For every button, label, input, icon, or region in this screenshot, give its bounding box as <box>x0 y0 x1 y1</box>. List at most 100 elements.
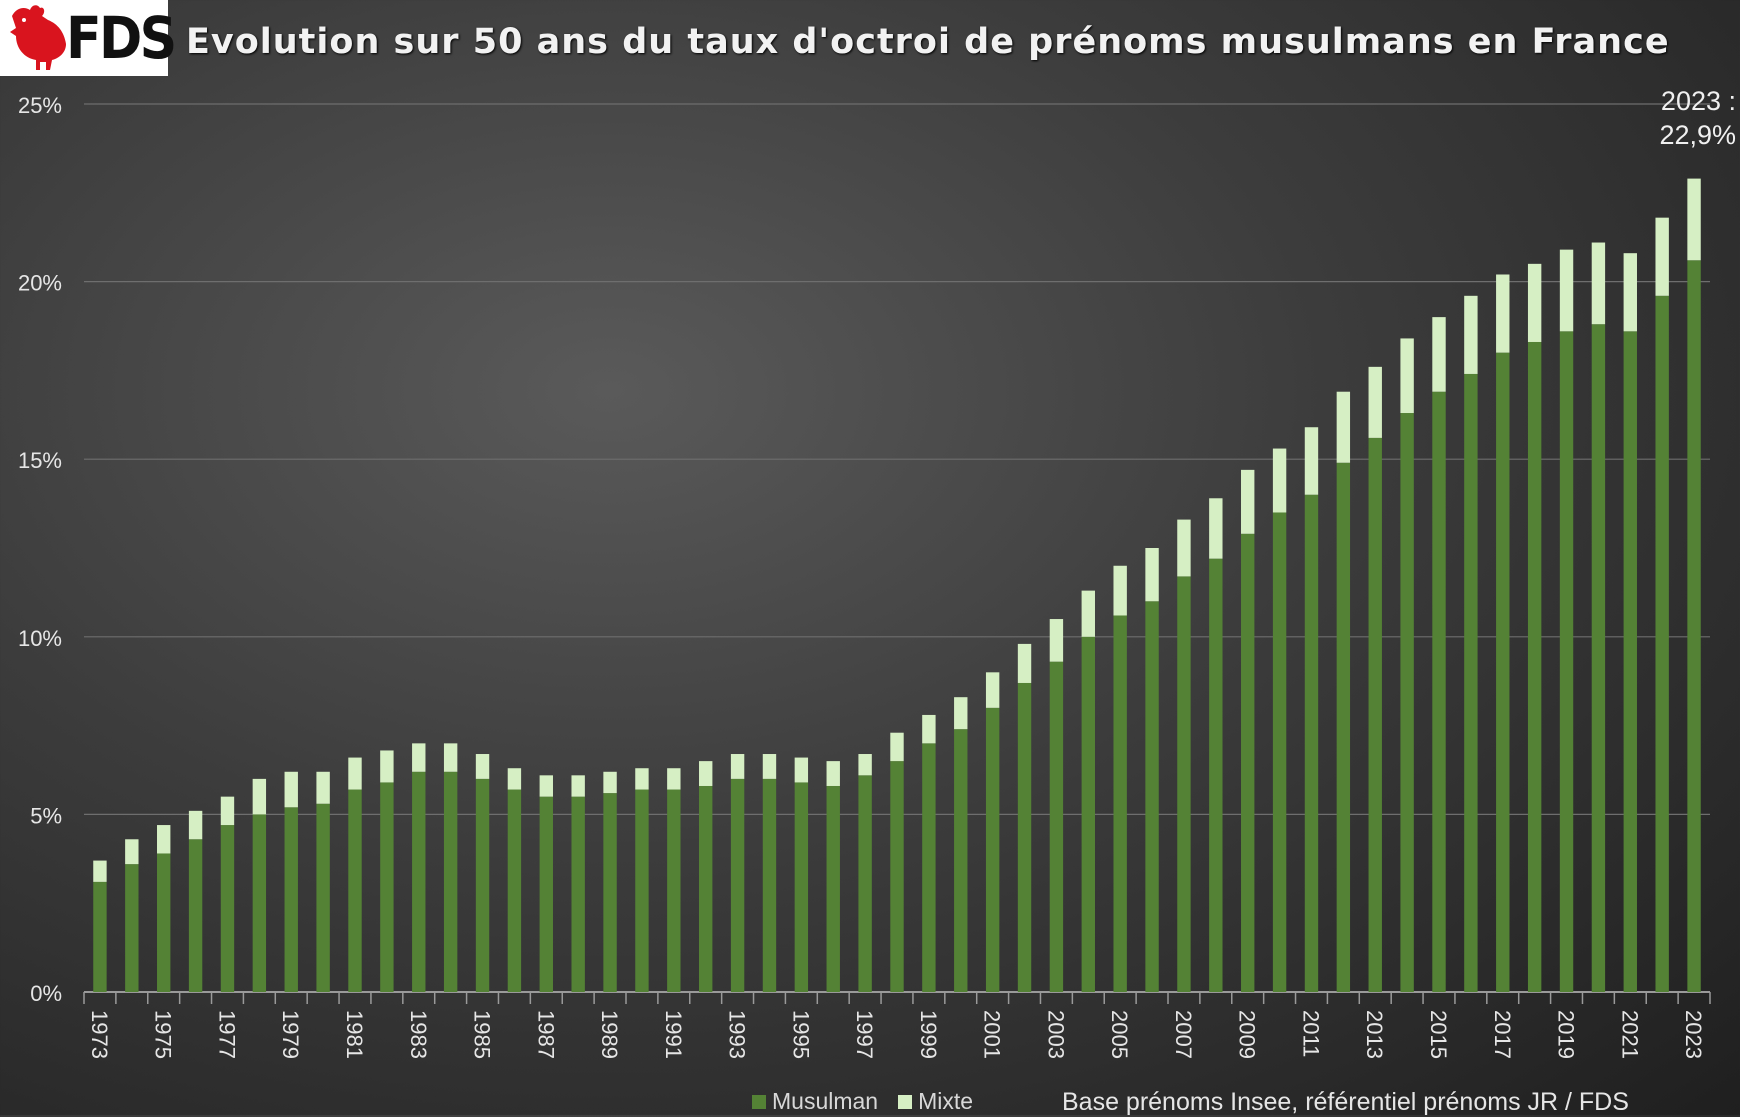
x-tick-label: 2009 <box>1235 1010 1260 1059</box>
annotation-line2: 22,9% <box>1659 120 1736 150</box>
x-tick-label: 1989 <box>597 1010 622 1059</box>
bar-mixte <box>1464 295 1478 374</box>
bar-musulman <box>252 814 267 992</box>
bar-mixte <box>157 825 171 854</box>
legend-label-musulman: Musulman <box>772 1088 879 1114</box>
bar-musulman <box>1432 391 1446 992</box>
bar-mixte <box>1241 469 1255 534</box>
rooster-icon <box>10 5 66 70</box>
bar-musulman <box>667 789 681 992</box>
chart-title: Evolution sur 50 ans du taux d'octroi de… <box>186 22 1670 62</box>
bar-mixte <box>1177 519 1191 577</box>
bar-mixte <box>252 778 267 815</box>
x-tick-label: 1993 <box>725 1010 750 1059</box>
logo-text: FDS <box>66 4 177 72</box>
bar-mixte <box>125 839 139 865</box>
bar-mixte <box>922 714 936 744</box>
bar-musulman <box>284 807 298 992</box>
bar-musulman <box>1496 352 1510 992</box>
source-note: Base prénoms Insee, référentiel prénoms … <box>1062 1088 1629 1116</box>
legend-swatch-musulman <box>752 1094 766 1109</box>
bar-musulman <box>1623 331 1637 992</box>
bar-musulman <box>1304 494 1319 992</box>
bar-musulman <box>890 761 904 992</box>
bar-mixte <box>93 860 107 882</box>
bar-musulman <box>922 743 936 992</box>
bar-mixte <box>348 757 362 790</box>
x-tick-label: 1999 <box>916 1010 941 1059</box>
bar-musulman <box>188 839 203 992</box>
y-tick-label: 20% <box>18 271 62 296</box>
bar-mixte <box>699 761 713 786</box>
bar-musulman <box>794 782 809 992</box>
bar-mixte <box>571 775 585 797</box>
x-tick-label: 2005 <box>1107 1010 1132 1059</box>
bar-musulman <box>539 796 553 992</box>
legend-label-mixte: Mixte <box>918 1088 974 1114</box>
bar-mixte <box>1559 249 1574 332</box>
x-tick-label: 2023 <box>1681 1010 1706 1059</box>
bar-mixte <box>1368 366 1382 438</box>
bar-musulman <box>730 778 745 992</box>
x-tick-label: 1973 <box>87 1010 112 1059</box>
bar-mixte <box>1145 548 1159 602</box>
annotation-line1: 2023 : <box>1660 86 1736 116</box>
bar-musulman <box>603 793 617 992</box>
y-tick-label: 25% <box>18 93 62 118</box>
bar-mixte <box>1400 338 1414 414</box>
bar-musulman <box>348 789 362 992</box>
bar-musulman <box>1400 413 1414 992</box>
bar-musulman <box>1527 341 1542 992</box>
bar-musulman <box>443 771 458 992</box>
x-tick-label: 2013 <box>1362 1010 1387 1059</box>
bar-musulman <box>699 785 713 992</box>
bar-musulman <box>985 707 1000 992</box>
y-tick-label: 15% <box>18 448 62 473</box>
bar-musulman <box>1368 437 1382 992</box>
bar-mixte <box>475 754 490 779</box>
bar-mixte <box>858 754 872 776</box>
legend-item-mixte: Mixte <box>898 1088 973 1115</box>
bar-mixte <box>539 775 553 797</box>
bar-mixte <box>730 754 745 779</box>
x-tick-label: 1987 <box>533 1010 558 1059</box>
bar-musulman <box>1687 260 1701 993</box>
bar-mixte <box>603 771 617 794</box>
y-tick-label: 5% <box>30 803 62 828</box>
bar-musulman <box>1272 512 1287 992</box>
bar-mixte <box>507 768 522 790</box>
bar-musulman <box>1336 462 1351 992</box>
bar-musulman <box>1655 295 1669 993</box>
bar-musulman <box>1241 533 1255 992</box>
bar-musulman <box>1464 373 1478 992</box>
x-tick-label: 2011 <box>1298 1010 1323 1057</box>
bar-mixte <box>762 754 777 779</box>
bar-mixte <box>667 768 681 790</box>
x-tick-label: 2015 <box>1426 1010 1451 1059</box>
x-tick-label: 1983 <box>406 1010 431 1059</box>
bar-musulman <box>1209 558 1223 992</box>
legend-swatch-mixte <box>898 1094 913 1109</box>
bar-mixte <box>1017 643 1032 683</box>
bar-mixte <box>188 810 203 840</box>
bar-mixte <box>1496 274 1510 353</box>
x-tick-label: 2021 <box>1617 1010 1642 1059</box>
bar-musulman <box>826 785 840 992</box>
x-tick-label: 2007 <box>1171 1010 1196 1059</box>
x-tick-label: 2017 <box>1490 1010 1515 1059</box>
bar-musulman <box>507 789 522 992</box>
bar-mixte <box>1432 317 1446 392</box>
bar-musulman <box>1145 601 1159 992</box>
bar-mixte <box>1623 253 1637 332</box>
bar-mixte <box>635 768 649 790</box>
y-tick-label: 0% <box>30 981 62 1006</box>
bar-musulman <box>220 825 235 992</box>
bar-mixte <box>220 796 235 826</box>
bar-musulman <box>1591 324 1606 992</box>
y-tick-label: 10% <box>18 626 62 651</box>
bar-musulman <box>954 729 968 992</box>
x-tick-label: 1995 <box>788 1010 813 1059</box>
bar-musulman <box>475 778 490 992</box>
bar-mixte <box>826 761 840 786</box>
